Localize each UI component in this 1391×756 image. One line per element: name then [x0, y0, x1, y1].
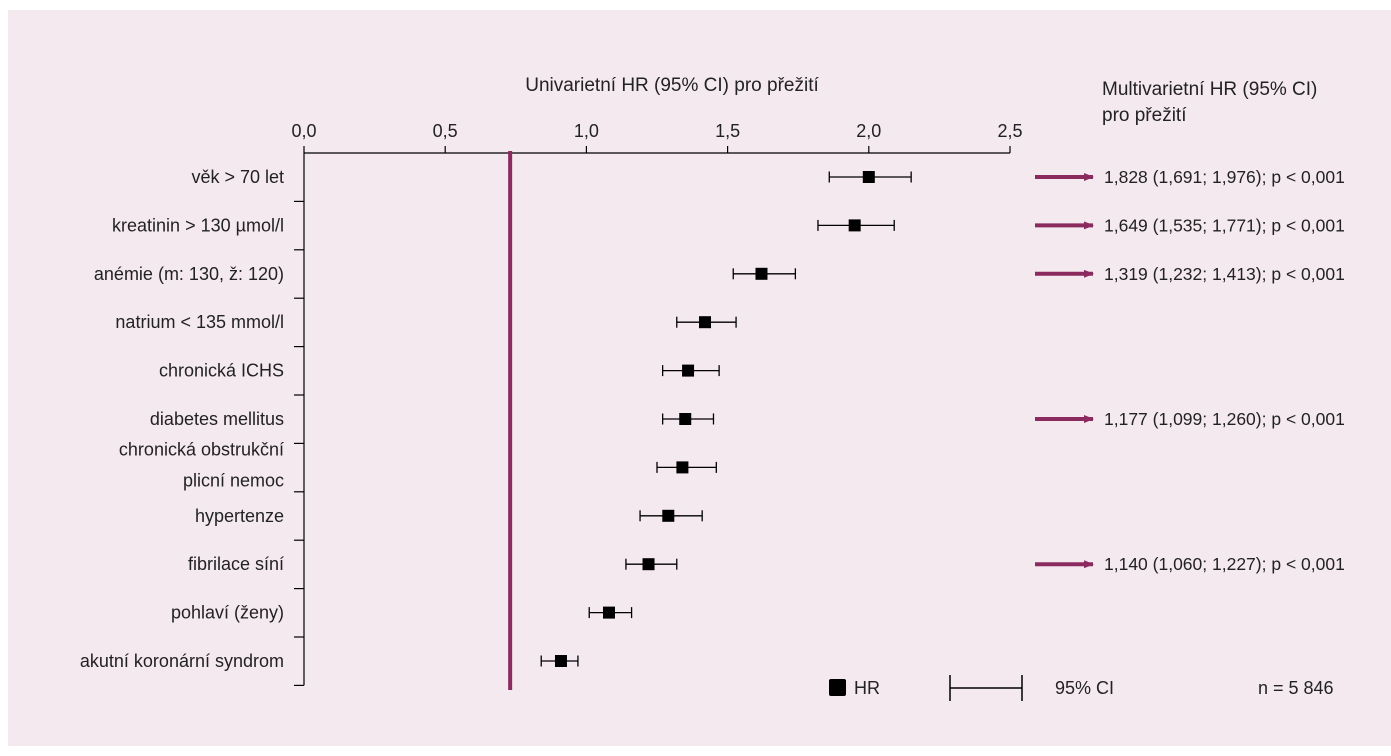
multivariate-title-line1: Multivarietní HR (95% CI) [1102, 79, 1317, 100]
hr-marker [755, 267, 768, 280]
chart-panel: Univarietní HR (95% CI) pro přežití Mult… [8, 10, 1391, 746]
row-label: chronická ICHS [159, 361, 284, 381]
row-labels: věk > 70 let kreatinin > 130 µmol/l anémie… [80, 167, 284, 671]
legend-hr-label: HR [854, 678, 880, 698]
multivariate-result: 1,649 (1,535; 1,771); p < 0,001 [1104, 215, 1345, 235]
row-label: akutní koronární syndrom [80, 651, 284, 671]
hr-marker [682, 364, 695, 377]
hr-marker [662, 509, 675, 522]
multivariate-results: 1,828 (1,691; 1,976); p < 0,001 1,649 (1,… [1035, 167, 1345, 574]
row-label-line1: chronická obstrukční [119, 439, 284, 459]
multivariate-result: 1,177 (1,099; 1,260); p < 0,001 [1104, 409, 1345, 429]
multivariate-result: 1,140 (1,060; 1,227); p < 0,001 [1104, 554, 1345, 574]
row-label: hypertenze [195, 506, 284, 526]
row-label: anémie (m: 130, ž: 120) [94, 264, 284, 284]
x-axis: 0,0 0,5 1,0 1,5 2,0 2,5 [291, 121, 1023, 687]
x-tick-label: 0,5 [433, 121, 458, 141]
x-tick-label: 2,0 [856, 121, 881, 141]
x-tick-label: 1,0 [574, 121, 599, 141]
legend-hr-swatch [829, 679, 846, 696]
hr-marker [554, 655, 567, 667]
hr-marker [699, 316, 712, 329]
chart-title: Univarietní HR (95% CI) pro přežití [525, 75, 819, 96]
row-label: fibrilace síní [188, 554, 284, 574]
n-label: n = 5 846 [1258, 678, 1334, 698]
row-label: diabetes mellitus [150, 409, 284, 429]
x-tick-label: 2,5 [997, 121, 1022, 141]
hr-marker [676, 461, 689, 474]
hr-marker [848, 219, 861, 232]
hr-marker [862, 171, 875, 183]
multivariate-title-line2: pro přežití [1102, 105, 1187, 126]
row-label: natrium < 135 mmol/l [115, 312, 284, 332]
x-tick-label: 0,0 [291, 121, 316, 141]
x-tick-label: 1,5 [715, 121, 740, 141]
hr-marker [642, 558, 655, 571]
multivariate-result: 1,319 (1,232; 1,413); p < 0,001 [1104, 264, 1345, 284]
hr-marker [679, 413, 692, 425]
row-label: věk > 70 let [191, 167, 284, 187]
multivariate-result: 1,828 (1,691; 1,976); p < 0,001 [1104, 167, 1345, 187]
row-label-line2: plicní nemoc [183, 470, 284, 490]
hr-marks [540, 171, 912, 667]
row-label: pohlaví (ženy) [171, 603, 284, 623]
legend: HR 95% CI n = 5 846 [829, 675, 1334, 701]
hr-marker [602, 606, 615, 619]
row-label: kreatinin > 130 µmol/l [112, 215, 284, 235]
forest-plot: Univarietní HR (95% CI) pro přežití Mult… [80, 75, 1345, 701]
legend-ci-label: 95% CI [1055, 678, 1114, 698]
